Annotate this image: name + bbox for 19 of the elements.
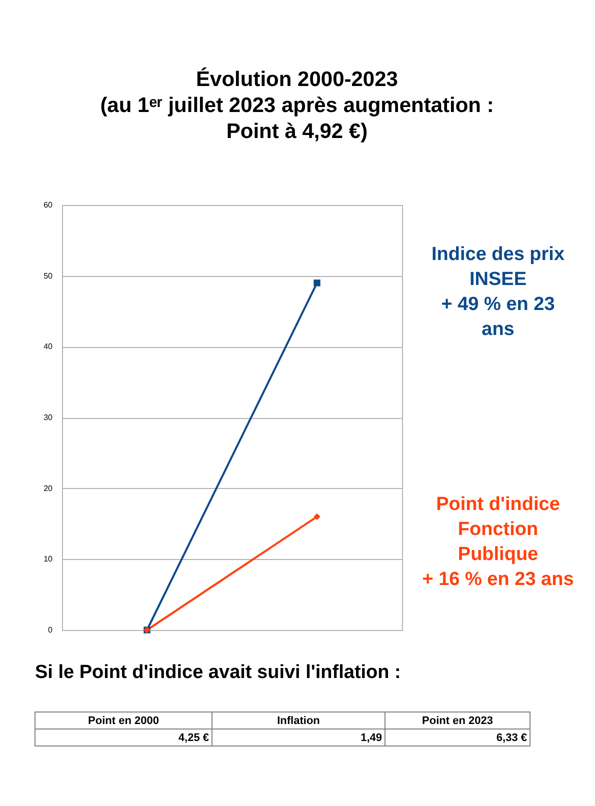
text: Point en 2023 [422, 715, 493, 727]
y-tick-label: 20 [44, 484, 54, 493]
chart-title: Évolution 2000-2023 (au 1ᵉʳ juillet 2023 après augmentation : Point à 4,92 €) [100, 67, 494, 143]
point [314, 513, 320, 520]
point [314, 280, 320, 286]
text: Point d'indice Fonction Publique + 16 % en 23 ans [422, 494, 574, 590]
y-tick-label: 50 [44, 271, 54, 280]
text: Si le Point d'indice avait suivi l'inflation : [35, 662, 401, 683]
text: Indice des prix INSEE + 49 % en 23 ans [431, 244, 565, 340]
text: 4,25 € [178, 732, 209, 744]
text: Inflation [277, 715, 320, 727]
y-tick-label: 0 [48, 626, 54, 634]
text: 1,49 [360, 732, 382, 744]
y-tick-label: 10 [44, 554, 54, 564]
y-tick-label: 60 [44, 200, 54, 210]
text: 6,33 € [496, 732, 527, 744]
text: Point en 2000 [88, 715, 159, 727]
y-tick-label: 40 [44, 342, 54, 352]
y-tick-label: 30 [44, 413, 54, 422]
